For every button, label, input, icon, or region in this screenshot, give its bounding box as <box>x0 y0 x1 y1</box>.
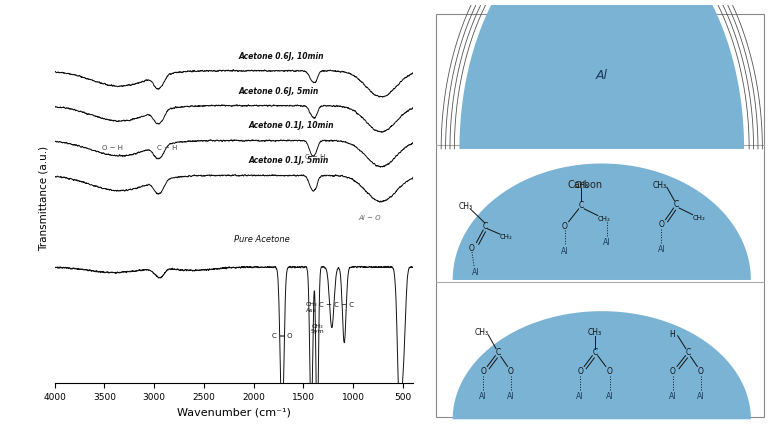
Text: CH₃: CH₃ <box>458 201 472 210</box>
Text: O: O <box>698 366 703 375</box>
Text: C: C <box>579 201 584 210</box>
Text: CH₃: CH₃ <box>588 328 602 337</box>
Text: Al: Al <box>669 391 677 400</box>
Text: CH₂: CH₂ <box>693 214 705 220</box>
Text: C: C <box>686 347 691 356</box>
Text: Al: Al <box>697 391 704 400</box>
Text: O: O <box>480 366 486 375</box>
Text: Al: Al <box>596 68 608 81</box>
Text: Al: Al <box>479 391 487 400</box>
Text: O: O <box>562 222 567 231</box>
Text: C − H: C − H <box>305 154 326 160</box>
Text: Al: Al <box>603 238 611 247</box>
Text: Al: Al <box>507 391 515 400</box>
Text: C − C − C: C − C − C <box>319 301 354 307</box>
Text: Acetone 0.1J, 5min: Acetone 0.1J, 5min <box>249 156 329 165</box>
Text: C = O: C = O <box>272 332 292 338</box>
Text: O: O <box>658 220 664 229</box>
Text: C − H: C − H <box>157 145 177 151</box>
Text: O: O <box>508 366 514 375</box>
Text: C: C <box>592 347 597 356</box>
Text: Al: Al <box>606 391 614 400</box>
Text: O: O <box>469 244 475 253</box>
Text: Carbon: Carbon <box>567 180 602 190</box>
Text: CH₃: CH₃ <box>574 181 588 189</box>
Text: Acetone 0.6J, 10min: Acetone 0.6J, 10min <box>238 52 324 61</box>
X-axis label: Wavenumber (cm⁻¹): Wavenumber (cm⁻¹) <box>177 407 291 417</box>
Polygon shape <box>453 164 751 280</box>
Text: CH₃: CH₃ <box>653 181 667 189</box>
Text: C: C <box>482 222 488 231</box>
Text: O: O <box>670 366 676 375</box>
Text: Al: Al <box>576 391 583 400</box>
Text: CH₂: CH₂ <box>499 234 513 240</box>
Text: Al − O: Al − O <box>359 215 382 221</box>
Text: Al: Al <box>657 245 665 254</box>
Text: O: O <box>607 366 613 375</box>
Text: Al: Al <box>561 247 568 256</box>
Text: CH₃
Ass: CH₃ Ass <box>305 301 317 312</box>
Text: Al: Al <box>471 267 479 276</box>
Text: Acetone 0.6J, 5min: Acetone 0.6J, 5min <box>238 86 319 95</box>
Text: Acetone 0.1J, 10min: Acetone 0.1J, 10min <box>249 121 334 130</box>
Text: C: C <box>495 347 501 356</box>
Text: CH₂: CH₂ <box>598 215 611 221</box>
Y-axis label: Transmittance (a.u.): Transmittance (a.u.) <box>39 145 49 250</box>
Text: CH₃
Sym: CH₃ Sym <box>310 323 324 334</box>
Text: H: H <box>669 329 675 338</box>
Text: C: C <box>674 200 679 209</box>
Polygon shape <box>460 0 744 150</box>
Text: Pure Acetone: Pure Acetone <box>234 234 290 243</box>
Text: CH₃: CH₃ <box>474 328 488 337</box>
Polygon shape <box>453 311 751 419</box>
Text: O − H: O − H <box>102 145 123 151</box>
Text: O: O <box>577 366 583 375</box>
